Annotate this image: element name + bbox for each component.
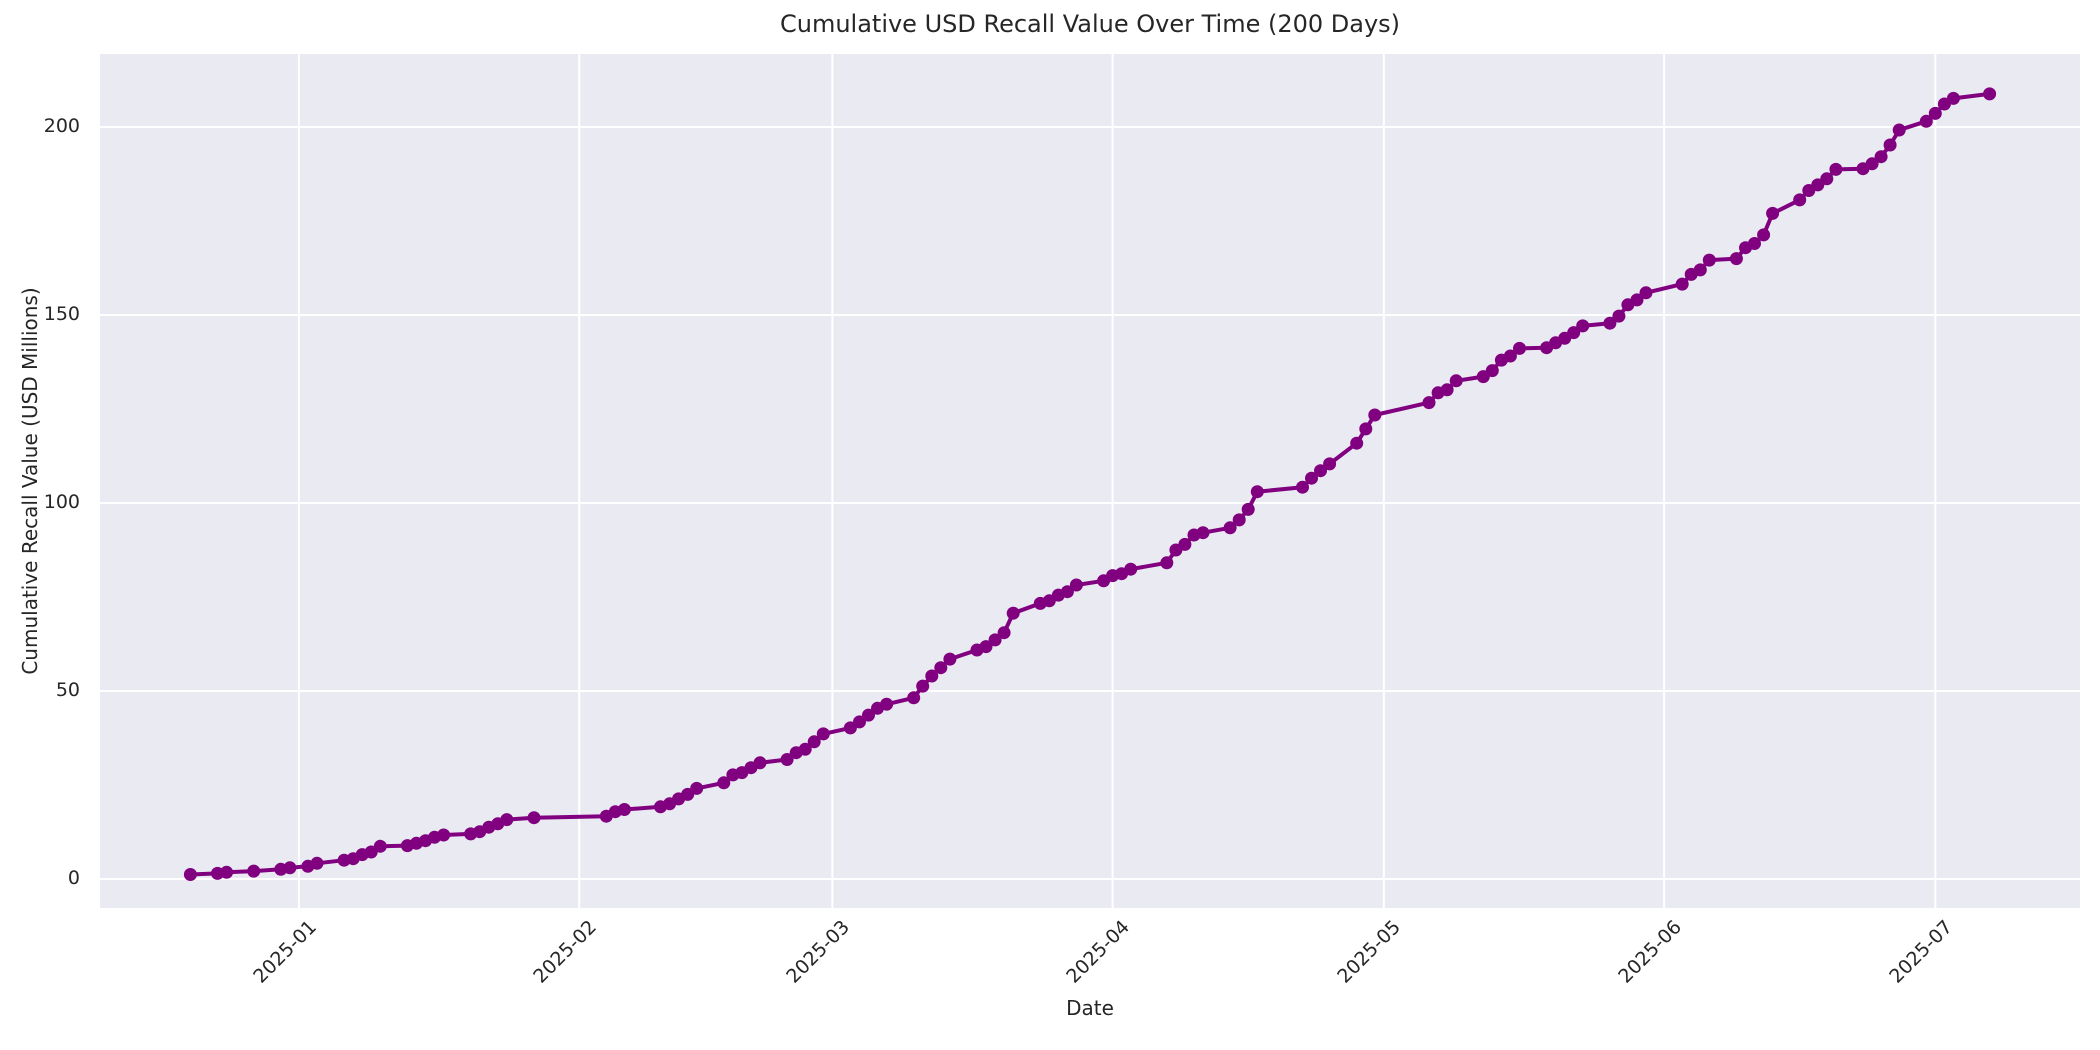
data-point bbox=[1919, 114, 1933, 128]
data-point bbox=[997, 626, 1011, 640]
data-point bbox=[1883, 138, 1897, 152]
x-axis-label: Date bbox=[1066, 996, 1114, 1020]
data-point bbox=[1124, 562, 1138, 576]
data-point bbox=[1223, 521, 1237, 535]
data-point bbox=[717, 776, 731, 790]
data-point bbox=[310, 856, 324, 870]
data-point bbox=[1630, 293, 1644, 307]
data-point bbox=[1892, 123, 1906, 137]
data-point bbox=[1503, 349, 1517, 363]
data-point bbox=[1513, 341, 1526, 355]
data-point bbox=[247, 864, 261, 878]
data-point bbox=[880, 697, 894, 711]
data-point bbox=[283, 861, 297, 875]
data-point bbox=[1757, 228, 1771, 242]
data-point bbox=[1675, 277, 1689, 291]
data-point bbox=[1368, 408, 1382, 422]
data-point bbox=[1359, 422, 1373, 436]
data-point bbox=[1793, 193, 1807, 207]
data-point bbox=[1350, 436, 1364, 450]
data-point bbox=[1946, 91, 1960, 105]
y-axis-label: Cumulative Recall Value (USD Millions) bbox=[18, 287, 42, 675]
data-point bbox=[1983, 87, 1997, 101]
data-point bbox=[437, 828, 451, 842]
data-point bbox=[1296, 480, 1309, 494]
data-point bbox=[1440, 383, 1454, 397]
data-point bbox=[753, 756, 767, 770]
data-point bbox=[1748, 237, 1761, 250]
chart-title: Cumulative USD Recall Value Over Time (2… bbox=[779, 10, 1401, 38]
data-point bbox=[1567, 326, 1581, 340]
data-point bbox=[1928, 106, 1942, 120]
data-point bbox=[1693, 263, 1707, 277]
data-point bbox=[1702, 253, 1716, 267]
data-point bbox=[925, 669, 939, 683]
y-tick-label: 200 bbox=[43, 114, 80, 137]
data-point bbox=[527, 811, 541, 825]
plot-background bbox=[100, 54, 2080, 908]
data-point bbox=[988, 633, 1002, 647]
data-point bbox=[690, 781, 704, 795]
data-point bbox=[934, 661, 948, 675]
data-point bbox=[1314, 464, 1327, 478]
data-point bbox=[943, 652, 957, 666]
data-point bbox=[853, 715, 866, 729]
data-point bbox=[1323, 457, 1337, 471]
data-point bbox=[780, 753, 794, 766]
data-point bbox=[1160, 556, 1174, 570]
data-point bbox=[1865, 157, 1879, 171]
data-point bbox=[979, 640, 993, 654]
data-point bbox=[500, 813, 514, 827]
y-tick-label: 100 bbox=[43, 490, 80, 513]
data-point bbox=[1820, 172, 1834, 186]
data-point bbox=[1729, 252, 1743, 266]
data-point bbox=[798, 742, 812, 756]
data-point bbox=[916, 679, 930, 693]
y-tick-label: 50 bbox=[55, 679, 80, 702]
data-point bbox=[1069, 578, 1083, 592]
data-point bbox=[1060, 585, 1074, 599]
data-point bbox=[1232, 513, 1246, 527]
data-point bbox=[1422, 396, 1436, 410]
data-point bbox=[1006, 606, 1020, 620]
data-point bbox=[1576, 319, 1590, 333]
data-point bbox=[1485, 364, 1499, 378]
data-point bbox=[1603, 316, 1617, 330]
data-point bbox=[617, 803, 631, 816]
data-point bbox=[1639, 286, 1653, 300]
data-point bbox=[1178, 537, 1192, 551]
y-tick-label: 150 bbox=[43, 302, 80, 325]
data-point bbox=[1766, 206, 1780, 220]
data-point bbox=[1829, 162, 1843, 176]
data-point bbox=[1196, 526, 1210, 540]
data-point bbox=[1305, 471, 1318, 485]
data-point bbox=[1250, 485, 1264, 499]
data-point bbox=[907, 691, 921, 705]
y-tick-label: 0 bbox=[67, 867, 80, 890]
data-point bbox=[1874, 150, 1888, 164]
data-point bbox=[183, 868, 197, 881]
data-point bbox=[1449, 374, 1463, 388]
data-point bbox=[816, 727, 830, 741]
data-point bbox=[1241, 502, 1255, 516]
data-point bbox=[373, 839, 387, 853]
data-point bbox=[807, 735, 821, 749]
data-point bbox=[220, 865, 234, 879]
data-point bbox=[1612, 309, 1626, 323]
data-point bbox=[862, 708, 875, 722]
